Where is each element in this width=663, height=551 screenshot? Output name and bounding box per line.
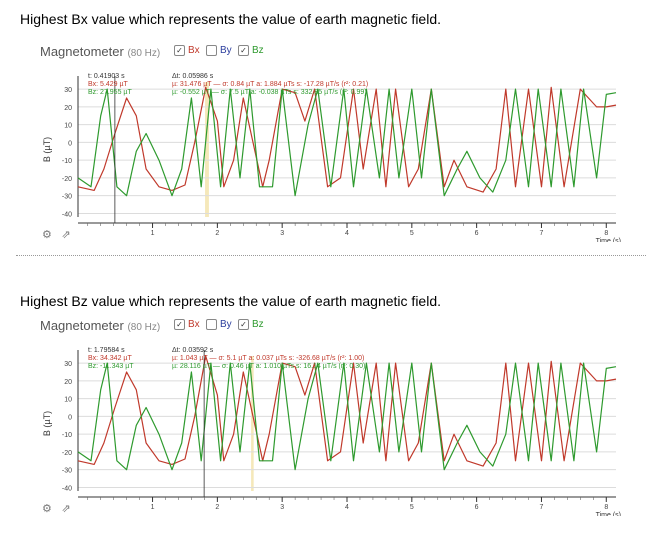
x-tick-label: 2 <box>215 504 219 511</box>
by-checkbox[interactable] <box>206 319 217 330</box>
heading-bz: Highest Bz value which represents the va… <box>20 293 442 309</box>
series-bz-line <box>77 88 617 197</box>
bz-checkbox[interactable]: ✓ <box>238 45 249 56</box>
bz-checkbox[interactable]: ✓ <box>238 319 249 330</box>
y-tick-label: 10 <box>64 397 72 404</box>
legend-bx-toggle[interactable]: ✓ Bx <box>174 45 200 56</box>
share-icon[interactable]: ⇗ <box>61 228 71 241</box>
interval-dt: Δt: 0.03592 s <box>172 347 214 354</box>
y-axis-label: B (µT) <box>42 137 52 162</box>
plot-tools: ⚙ ⇗ <box>42 228 71 241</box>
y-tick-label: -40 <box>62 211 72 218</box>
x-axis-label: Time (s) <box>596 238 621 242</box>
panel-title-text: Magnetometer <box>40 318 124 333</box>
legend-bz-label: Bz <box>252 319 264 330</box>
panel-title-text: Magnetometer <box>40 44 124 59</box>
interval-bz-stats: µ: -0.552 µT — σ: 7.5 µT a: -0.038 µTs s… <box>172 89 367 96</box>
cursor-bx-value: Bx: 34.342 µT <box>88 355 132 362</box>
sample-rate: (80 Hz) <box>127 48 161 59</box>
legend-by-label: By <box>220 45 232 56</box>
heading-bx: Highest Bx value which represents the va… <box>20 11 442 27</box>
y-tick-label: 10 <box>64 123 72 130</box>
share-icon[interactable]: ⇗ <box>61 502 71 515</box>
magnetometer-panel-2: Magnetometer (80 Hz) ✓ Bx By ✓ Bz 30 20 10… <box>16 318 646 544</box>
selected-interval <box>205 82 209 217</box>
bx-checkbox[interactable]: ✓ <box>174 45 185 56</box>
bx-checkbox[interactable]: ✓ <box>174 319 185 330</box>
y-tick-label: -20 <box>62 450 72 457</box>
plot-tools: ⚙ ⇗ <box>42 502 71 515</box>
legend-bz-toggle[interactable]: ✓ Bz <box>238 319 264 330</box>
series-bz-line <box>77 362 617 471</box>
gear-icon[interactable]: ⚙ <box>42 228 52 241</box>
cursor-bz-value: Bz: 27.955 µT <box>88 89 132 96</box>
y-tick-label: 0 <box>68 140 72 147</box>
x-tick-label: 3 <box>280 504 284 511</box>
series-bx-line <box>77 355 617 467</box>
x-tick-label: 3 <box>280 230 284 237</box>
x-tick-label: 5 <box>410 230 414 237</box>
y-tick-label: -10 <box>62 432 72 439</box>
x-tick-label: 7 <box>540 504 544 511</box>
panel-title: Magnetometer (80 Hz) <box>40 318 160 333</box>
y-tick-label: -10 <box>62 158 72 165</box>
y-tick-label: -20 <box>62 176 72 183</box>
y-tick-label: 30 <box>64 361 72 368</box>
x-tick-label: 1 <box>151 504 155 511</box>
y-tick-label: 0 <box>68 414 72 421</box>
legend-bx-label: Bx <box>188 45 200 56</box>
y-tick-label: -30 <box>62 194 72 201</box>
legend-by-toggle[interactable]: By <box>206 45 232 56</box>
interval-bx-stats: µ: 31.476 µT — σ: 0.84 µT a: 1.884 µTs s… <box>172 81 368 88</box>
x-axis-label: Time (s) <box>596 512 621 516</box>
interval-bx-stats: µ: 1.043 µT — σ: 5.1 µT a: 0.037 µTs s: … <box>172 355 364 362</box>
by-checkbox[interactable] <box>206 45 217 56</box>
legend-by-toggle[interactable]: By <box>206 319 232 330</box>
y-tick-label: -30 <box>62 468 72 475</box>
legend-bz-label: Bz <box>252 45 264 56</box>
cursor-bz-value: Bz: -11.343 µT <box>88 363 134 370</box>
selected-interval <box>251 356 254 491</box>
series-bx-line <box>77 86 617 193</box>
y-tick-label: 20 <box>64 105 72 112</box>
legend-bx-label: Bx <box>188 319 200 330</box>
cursor-bx-value: Bx: 5.429 µT <box>88 81 129 88</box>
interval-dt: Δt: 0.05986 s <box>172 73 214 80</box>
magnetometer-panel-1: Magnetometer (80 Hz) ✓ Bx By ✓ Bz 30 20 10… <box>16 44 646 270</box>
y-tick-label: 30 <box>64 87 72 94</box>
gear-icon[interactable]: ⚙ <box>42 502 52 515</box>
sample-rate: (80 Hz) <box>127 322 161 333</box>
cursor-time: t: 1.79584 s <box>88 347 125 354</box>
legend-bx-toggle[interactable]: ✓ Bx <box>174 319 200 330</box>
legend-by-label: By <box>220 319 232 330</box>
x-tick-label: 8 <box>604 504 608 511</box>
y-axis-label: B (µT) <box>42 411 52 436</box>
y-tick-label: 20 <box>64 379 72 386</box>
x-tick-label: 6 <box>475 230 479 237</box>
x-tick-label: 5 <box>410 504 414 511</box>
x-tick-label: 8 <box>604 230 608 237</box>
y-tick-label: -40 <box>62 485 72 492</box>
cursor-time: t: 0.41903 s <box>88 73 125 80</box>
panel-title: Magnetometer (80 Hz) <box>40 44 160 59</box>
x-tick-label: 7 <box>540 230 544 237</box>
x-tick-label: 1 <box>151 230 155 237</box>
x-tick-label: 6 <box>475 504 479 511</box>
x-tick-label: 2 <box>215 230 219 237</box>
separator <box>16 255 646 256</box>
legend-bz-toggle[interactable]: ✓ Bz <box>238 45 264 56</box>
x-tick-label: 4 <box>345 230 349 237</box>
x-tick-label: 4 <box>345 504 349 511</box>
interval-bz-stats: µ: 28.116 µT — σ: 0.46 µT a: 1.010 µTs s… <box>172 363 365 370</box>
